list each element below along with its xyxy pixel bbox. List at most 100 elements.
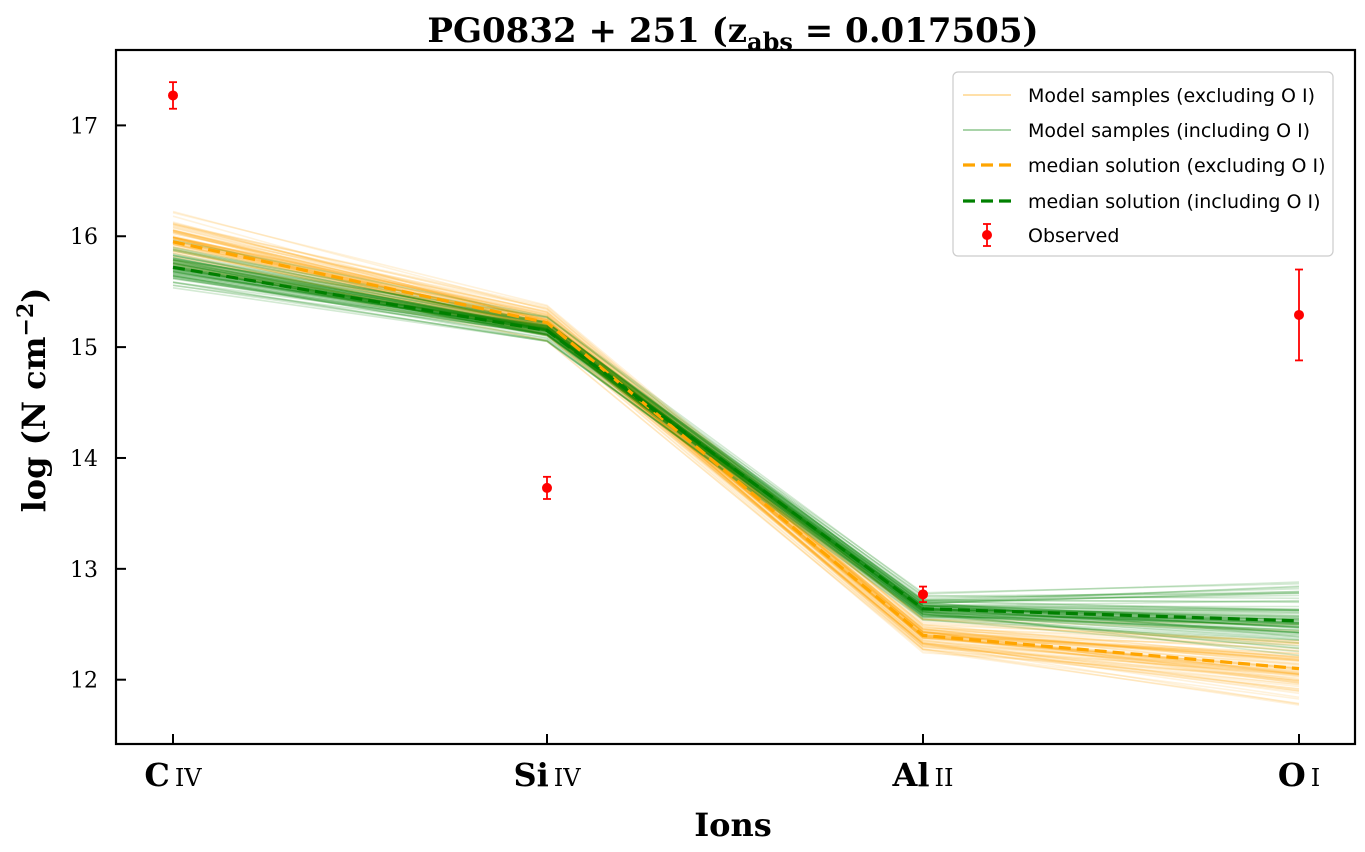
model-sample-line xyxy=(172,222,1300,642)
model-sample-line xyxy=(172,265,1300,692)
y-axis-label-sup: −2 xyxy=(13,303,39,337)
x-tick-ionization: II xyxy=(935,764,954,792)
model-sample-line xyxy=(172,261,1300,638)
model-sample-line xyxy=(172,229,1300,675)
model-sample-line xyxy=(172,232,1300,668)
model-sample-line xyxy=(172,270,1300,627)
legend-label: median solution (excluding O I) xyxy=(1028,155,1325,177)
model-sample-line xyxy=(172,284,1300,641)
model-sample-line xyxy=(172,277,1300,620)
model-sample-line xyxy=(172,268,1300,636)
model-sample-line xyxy=(172,223,1300,632)
plot-frame xyxy=(114,48,1357,746)
model-sample-line xyxy=(172,262,1300,611)
model-sample-line xyxy=(172,263,1300,705)
model-sample-line xyxy=(172,210,1300,626)
chart-title: PG0832 + 251 (zabs = 0.017505) xyxy=(427,11,1038,56)
model-sample-line xyxy=(172,266,1300,617)
model-sample-line xyxy=(172,258,1300,624)
model-sample-line xyxy=(172,255,1300,699)
model-sample-line xyxy=(172,223,1300,666)
model-sample-line xyxy=(172,248,1300,692)
model-sample-line xyxy=(172,281,1300,650)
model-sample-line xyxy=(172,246,1300,605)
model-sample-line xyxy=(172,223,1300,664)
model-sample-line xyxy=(172,275,1300,636)
y-tick-label: 14 xyxy=(70,447,98,472)
model-sample-line xyxy=(172,229,1300,659)
model-sample-line xyxy=(172,229,1300,667)
model-sample-line xyxy=(172,250,1300,695)
model-sample-line xyxy=(172,242,1300,705)
model-sample-line xyxy=(172,264,1300,638)
model-sample-line xyxy=(172,249,1300,594)
model-sample-line xyxy=(172,249,1300,682)
model-sample-line xyxy=(172,275,1300,644)
model-sample-line xyxy=(172,226,1300,661)
median-lines xyxy=(172,240,1300,671)
legend-swatch-marker xyxy=(982,230,992,240)
model-sample-line xyxy=(172,273,1300,614)
model-sample-line xyxy=(172,274,1300,647)
observed-point xyxy=(542,482,552,493)
model-sample-line xyxy=(172,268,1300,623)
y-tick-label: 17 xyxy=(70,114,98,139)
model-sample-line xyxy=(172,261,1300,690)
model-sample-line xyxy=(172,259,1300,690)
y-tick-label: 15 xyxy=(70,336,98,361)
observed-point xyxy=(1294,309,1304,320)
model-sample-line xyxy=(172,242,1300,672)
legend-label: median solution (including O I) xyxy=(1028,191,1321,213)
model-sample-line xyxy=(172,273,1300,628)
model-sample-line xyxy=(172,263,1300,621)
model-sample-line xyxy=(172,271,1300,628)
legend-label: Observed xyxy=(1028,225,1119,247)
model-sample-line xyxy=(172,269,1300,618)
model-sample-line xyxy=(172,253,1300,611)
model-sample-line xyxy=(172,265,1300,619)
model-sample-line xyxy=(172,281,1300,626)
chart-title-sub: abs xyxy=(747,27,793,56)
model-sample-line xyxy=(172,229,1300,669)
model-sample-line xyxy=(172,236,1300,655)
model-sample-line xyxy=(172,243,1300,681)
model-sample-line xyxy=(172,277,1300,624)
model-sample-line xyxy=(172,271,1300,604)
model-sample-line xyxy=(172,267,1300,629)
model-sample-line xyxy=(172,224,1300,658)
model-sample-line xyxy=(172,258,1300,601)
model-sample-line xyxy=(172,272,1300,619)
model-sample-line xyxy=(172,267,1300,611)
model-sample-line xyxy=(172,261,1300,607)
chart-title-rest: = 0.017505) xyxy=(793,11,1039,51)
model-sample-line xyxy=(172,261,1300,600)
y-axis-label: log (N cm−2) xyxy=(13,288,53,513)
model-sample-line xyxy=(172,236,1300,672)
model-sample-line xyxy=(172,229,1300,662)
model-sample-line xyxy=(172,221,1300,645)
model-sample-line xyxy=(172,237,1300,683)
model-sample-line xyxy=(172,215,1300,644)
model-sample-line xyxy=(172,229,1300,644)
model-sample-line xyxy=(172,275,1300,642)
model-sample-line xyxy=(172,264,1300,634)
model-sample-line xyxy=(172,255,1300,682)
x-tick-ionization: IV xyxy=(175,764,202,792)
model-sample-line xyxy=(172,231,1300,684)
observed-points xyxy=(168,81,1304,603)
legend: Model samples (excluding O I) Model sampl… xyxy=(952,71,1334,257)
model-sample-line xyxy=(172,254,1300,612)
model-sample-line xyxy=(172,275,1300,634)
x-axis-label: Ions xyxy=(694,806,772,844)
model-sample-line xyxy=(172,259,1300,603)
x-tick-label: Si IV xyxy=(513,756,581,794)
model-sample-line xyxy=(172,239,1300,595)
model-sample-line xyxy=(172,276,1300,657)
model-sample-line xyxy=(172,258,1300,681)
model-sample-line xyxy=(172,274,1300,620)
model-sample-line xyxy=(172,243,1300,676)
y-axis-ticks: 12 13 14 15 16 17 xyxy=(70,114,126,694)
model-sample-line xyxy=(172,259,1300,634)
model-sample-line xyxy=(172,231,1300,670)
y-tick-label: 12 xyxy=(70,669,98,694)
